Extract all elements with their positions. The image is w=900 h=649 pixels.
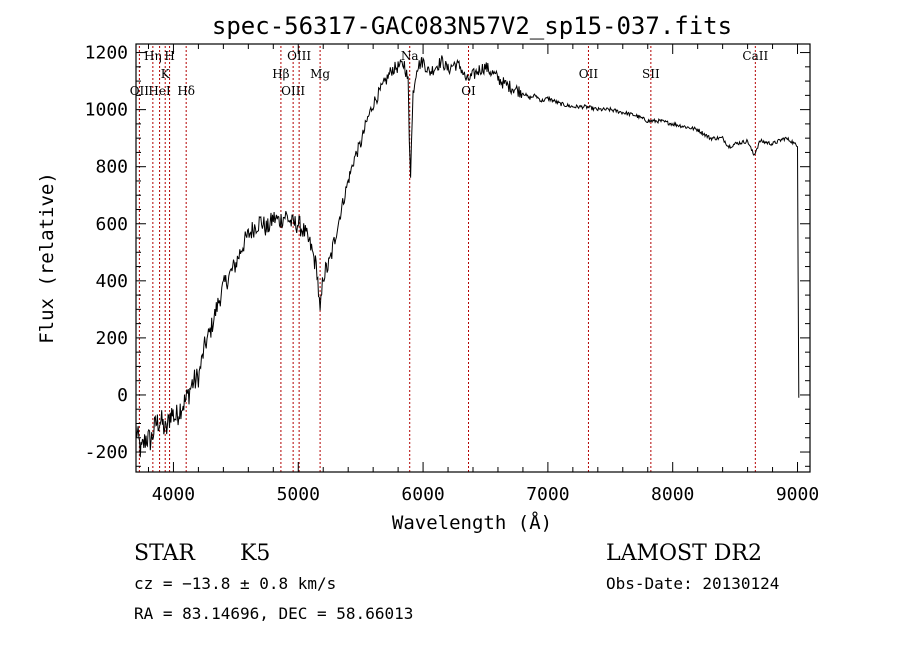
line-marker-label: Mg [310, 67, 330, 81]
chart-title: spec-56317-GAC083N57V2_sp15-037.fits [212, 12, 732, 40]
y-tick-label: 400 [95, 271, 128, 292]
line-marker-label: Hη [144, 49, 162, 63]
x-tick-label: 9000 [776, 484, 819, 505]
x-axis-ticks: 4000 5000 6000 7000 8000 9000 [147, 44, 819, 505]
coordinates-text: RA = 83.14696, DEC = 58.66013 [134, 604, 413, 623]
object-subclass: K5 [240, 541, 270, 566]
line-marker-label: K [161, 67, 171, 81]
line-marker-label: CaII [742, 49, 768, 63]
y-tick-label: 1200 [85, 43, 128, 64]
y-axis-ticks: -200 0 200 400 600 800 1000 1200 [85, 43, 810, 467]
y-tick-label: 600 [95, 214, 128, 235]
line-marker-label: SII [642, 67, 660, 81]
spectrum-line [135, 55, 800, 458]
y-tick-label: -200 [85, 442, 128, 463]
x-axis-label: Wavelength (Å) [392, 511, 552, 534]
x-tick-label: 6000 [401, 484, 444, 505]
x-tick-label: 5000 [277, 484, 320, 505]
y-tick-label: 0 [117, 385, 128, 406]
y-axis-label: Flux (relative) [36, 172, 58, 344]
line-marker-label: Hβ [272, 67, 289, 81]
line-marker-label: Hδ [177, 84, 195, 98]
line-marker-label: OII [130, 84, 150, 98]
y-tick-label: 1000 [85, 100, 128, 121]
x-tick-label: 4000 [152, 484, 195, 505]
line-marker-label: H [164, 49, 174, 63]
redshift-text: cz = −13.8 ± 0.8 km/s [134, 574, 336, 593]
y-tick-label: 800 [95, 157, 128, 178]
line-marker-label: OIII [281, 84, 305, 98]
object-class: STAR [134, 541, 196, 566]
obs-date-text: Obs-Date: 20130124 [606, 574, 779, 593]
x-tick-label: 7000 [526, 484, 569, 505]
line-marker-label: OI [461, 84, 476, 98]
line-marker-label: OII [579, 67, 599, 81]
spectral-line-markers: OII Hη HeI KH Hδ Hβ OIII OIII Mg Na OI OII SII CaII [130, 46, 768, 472]
survey-name: LAMOST DR2 [606, 541, 762, 566]
line-marker-label: HeI [148, 84, 171, 98]
line-marker-label: Na [401, 49, 419, 63]
x-tick-label: 8000 [651, 484, 694, 505]
y-tick-label: 200 [95, 328, 128, 349]
line-marker-label: OIII [287, 49, 311, 63]
